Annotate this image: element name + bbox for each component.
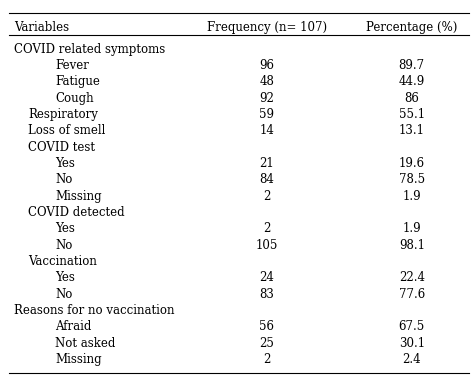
Text: Missing: Missing	[55, 190, 102, 203]
Text: 92: 92	[260, 92, 274, 105]
Text: 30.1: 30.1	[399, 337, 425, 350]
Text: Afraid: Afraid	[55, 320, 92, 334]
Text: Loss of smell: Loss of smell	[28, 124, 105, 137]
Text: COVID detected: COVID detected	[28, 206, 125, 219]
Text: No: No	[55, 239, 73, 252]
Text: Vaccination: Vaccination	[28, 255, 97, 268]
Text: 55.1: 55.1	[399, 108, 425, 121]
Text: Yes: Yes	[55, 222, 75, 235]
Text: 2.4: 2.4	[402, 353, 421, 366]
Text: Reasons for no vaccination: Reasons for no vaccination	[14, 304, 174, 317]
Text: 1.9: 1.9	[402, 190, 421, 203]
Text: Frequency (n= 107): Frequency (n= 107)	[207, 22, 327, 34]
Text: 24: 24	[260, 271, 274, 284]
Text: Percentage (%): Percentage (%)	[366, 22, 457, 34]
Text: COVID test: COVID test	[28, 141, 95, 153]
Text: 96: 96	[259, 59, 274, 72]
Text: Not asked: Not asked	[55, 337, 116, 350]
Text: 89.7: 89.7	[399, 59, 425, 72]
Text: 56: 56	[259, 320, 274, 334]
Text: Respiratory: Respiratory	[28, 108, 98, 121]
Text: 19.6: 19.6	[399, 157, 425, 170]
Text: 84: 84	[260, 173, 274, 186]
Text: 13.1: 13.1	[399, 124, 425, 137]
Text: 83: 83	[260, 288, 274, 301]
Text: No: No	[55, 288, 73, 301]
Text: Cough: Cough	[55, 92, 94, 105]
Text: Missing: Missing	[55, 353, 102, 366]
Text: 14: 14	[260, 124, 274, 137]
Text: 2: 2	[263, 190, 271, 203]
Text: Yes: Yes	[55, 157, 75, 170]
Text: 105: 105	[256, 239, 278, 252]
Text: 2: 2	[263, 222, 271, 235]
Text: Fever: Fever	[55, 59, 89, 72]
Text: 77.6: 77.6	[399, 288, 425, 301]
Text: 67.5: 67.5	[399, 320, 425, 334]
Text: 48: 48	[260, 75, 274, 88]
Text: 86: 86	[404, 92, 419, 105]
Text: 2: 2	[263, 353, 271, 366]
Text: Yes: Yes	[55, 271, 75, 284]
Text: 25: 25	[260, 337, 274, 350]
Text: Fatigue: Fatigue	[55, 75, 100, 88]
Text: 1.9: 1.9	[402, 222, 421, 235]
Text: 44.9: 44.9	[399, 75, 425, 88]
Text: No: No	[55, 173, 73, 186]
Text: 21: 21	[260, 157, 274, 170]
Text: 22.4: 22.4	[399, 271, 425, 284]
Text: 98.1: 98.1	[399, 239, 425, 252]
Text: COVID related symptoms: COVID related symptoms	[14, 42, 165, 56]
Text: Variables: Variables	[14, 22, 69, 34]
Text: 59: 59	[259, 108, 274, 121]
Text: 78.5: 78.5	[399, 173, 425, 186]
